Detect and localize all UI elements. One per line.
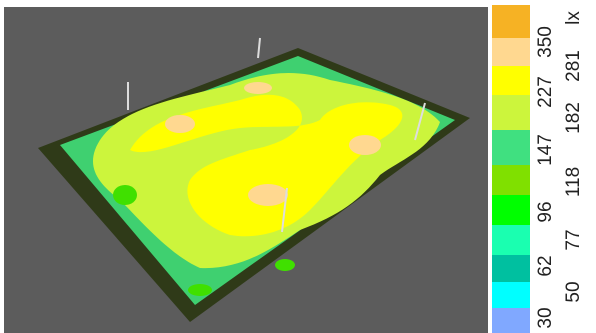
scale-step [492,95,530,130]
scale-label: 147 [535,134,556,166]
scale-label: 182 [563,102,584,134]
scale-step [492,255,530,282]
scale-label: 50 [563,281,584,302]
illuminance-peak [248,184,288,206]
scale-label: 77 [563,229,584,250]
scale-step [492,130,530,165]
light-pole [414,102,426,141]
scale-label: 62 [535,255,556,276]
light-pole [281,187,288,233]
illuminance-peak [244,82,272,94]
illuminance-low [188,284,212,296]
illuminance-low [275,259,295,271]
light-pole [257,37,261,59]
scale-step [492,195,530,225]
scale-step [492,308,530,333]
scale-label: 30 [535,307,556,328]
illuminance-zone [130,94,403,237]
illuminance-peak [349,135,381,155]
scale-step [492,66,530,95]
scale-step [492,225,530,255]
scale-unit: lx [563,11,584,25]
illuminance-low [113,185,137,205]
field-render [38,37,470,322]
scale-step [492,165,530,195]
scale-step [492,5,530,38]
scale-label: 350 [535,26,556,58]
scale-label: 118 [563,167,584,197]
scale-label: 227 [535,76,556,108]
scale-label: 96 [535,201,556,222]
scale-step [492,38,530,66]
scale-label: 281 [563,50,584,82]
illuminance-peak [165,115,195,133]
scale-step [492,282,530,308]
color-scale [492,5,530,333]
